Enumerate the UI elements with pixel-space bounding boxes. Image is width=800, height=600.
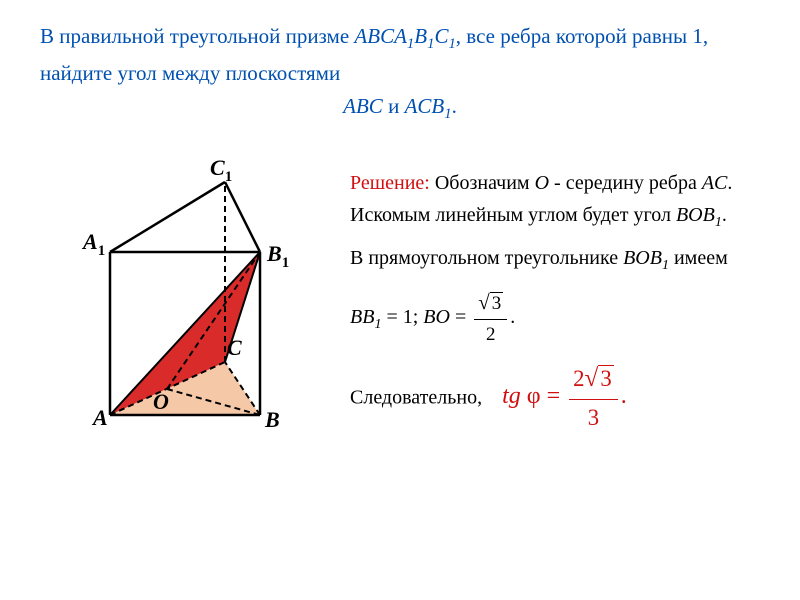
sol-bob1: BOB1 [676, 204, 722, 226]
diagram-container: A B C O A1 B1 C1 [40, 137, 350, 447]
prism-symbol: ABCA1B1C1 [354, 24, 455, 48]
solution-label: Решение: [350, 172, 430, 194]
sol-t5: имеем [669, 247, 728, 269]
label-a1: A1 [81, 229, 105, 259]
edge-a1c1 [110, 182, 225, 252]
prism-diagram: A B C O A1 B1 C1 [55, 137, 335, 447]
result-formula: tg φ = 23 3 . [502, 383, 627, 409]
plane-abc: ABC [343, 94, 383, 118]
sol-bb1: BB1 [350, 306, 381, 328]
and-text: и [383, 94, 405, 118]
problem-text: В правильной треугольной призме [40, 24, 354, 48]
sol-eq1: = 1; [381, 306, 423, 328]
sol-eq2: = [450, 306, 471, 328]
label-o: O [153, 389, 169, 414]
sol-o: O [535, 172, 549, 194]
sol-t1: Обозначим [430, 172, 535, 194]
solution-text: Решение: Обозначим O - середину ребра AC… [350, 137, 760, 447]
sol-therefore: Следовательно, [350, 386, 482, 408]
problem-statement: В правильной треугольной призме ABCA1B1C… [40, 20, 760, 127]
label-c: C [227, 335, 242, 360]
fraction-sqrt3-over-2: 3 2 [474, 286, 507, 351]
sol-bob1-tri: BOB1 [623, 247, 669, 269]
sol-t4: В прямоугольном треугольнике [350, 247, 623, 269]
label-c1: C1 [210, 155, 232, 185]
edge-b1c1 [225, 182, 260, 252]
sol-ac: AC [702, 172, 728, 194]
label-b: B [264, 407, 280, 432]
sol-bo: BO [423, 306, 450, 328]
plane-acb1: ACB1 [405, 94, 452, 118]
label-a: A [91, 405, 108, 430]
sol-t2: - середину ребра [549, 172, 702, 194]
label-b1: B1 [266, 241, 289, 271]
